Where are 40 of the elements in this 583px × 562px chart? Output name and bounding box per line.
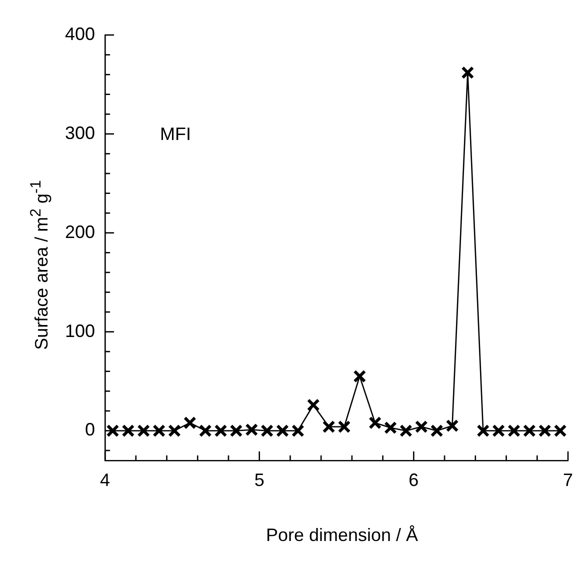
point — [353, 370, 366, 383]
point — [384, 421, 397, 434]
y-tick-label: 200 — [64, 222, 96, 242]
x-axis-title: Pore dimension / Å — [266, 525, 418, 546]
point — [137, 424, 150, 438]
point — [245, 423, 258, 436]
point — [492, 424, 505, 438]
point — [183, 416, 196, 430]
y-tick-label: 400 — [64, 24, 96, 44]
x-tick-label: 6 — [408, 470, 419, 490]
point — [168, 424, 181, 438]
point — [291, 424, 304, 438]
point — [446, 419, 459, 432]
point — [476, 424, 490, 438]
point — [522, 424, 536, 438]
point — [306, 398, 320, 412]
point — [461, 66, 474, 80]
point — [430, 424, 444, 438]
point — [230, 424, 243, 438]
point — [538, 424, 552, 438]
point — [338, 420, 351, 434]
point — [214, 424, 228, 438]
point — [554, 424, 567, 438]
point — [152, 424, 166, 438]
point — [508, 424, 520, 438]
point — [322, 420, 336, 434]
y-tick-label: 100 — [64, 320, 96, 341]
annotation: MFI — [160, 124, 192, 144]
x-tick-label: 5 — [254, 470, 264, 490]
point — [400, 424, 412, 438]
point — [260, 424, 274, 438]
point — [198, 424, 212, 438]
point — [414, 420, 428, 434]
y-tick-label: 0 — [85, 420, 96, 440]
point — [276, 424, 289, 438]
y-tick-label: 300 — [64, 122, 96, 143]
x-tick-label: 4 — [100, 470, 110, 490]
point — [368, 416, 382, 430]
point — [122, 424, 135, 438]
x-tick-label: 7 — [562, 470, 573, 490]
